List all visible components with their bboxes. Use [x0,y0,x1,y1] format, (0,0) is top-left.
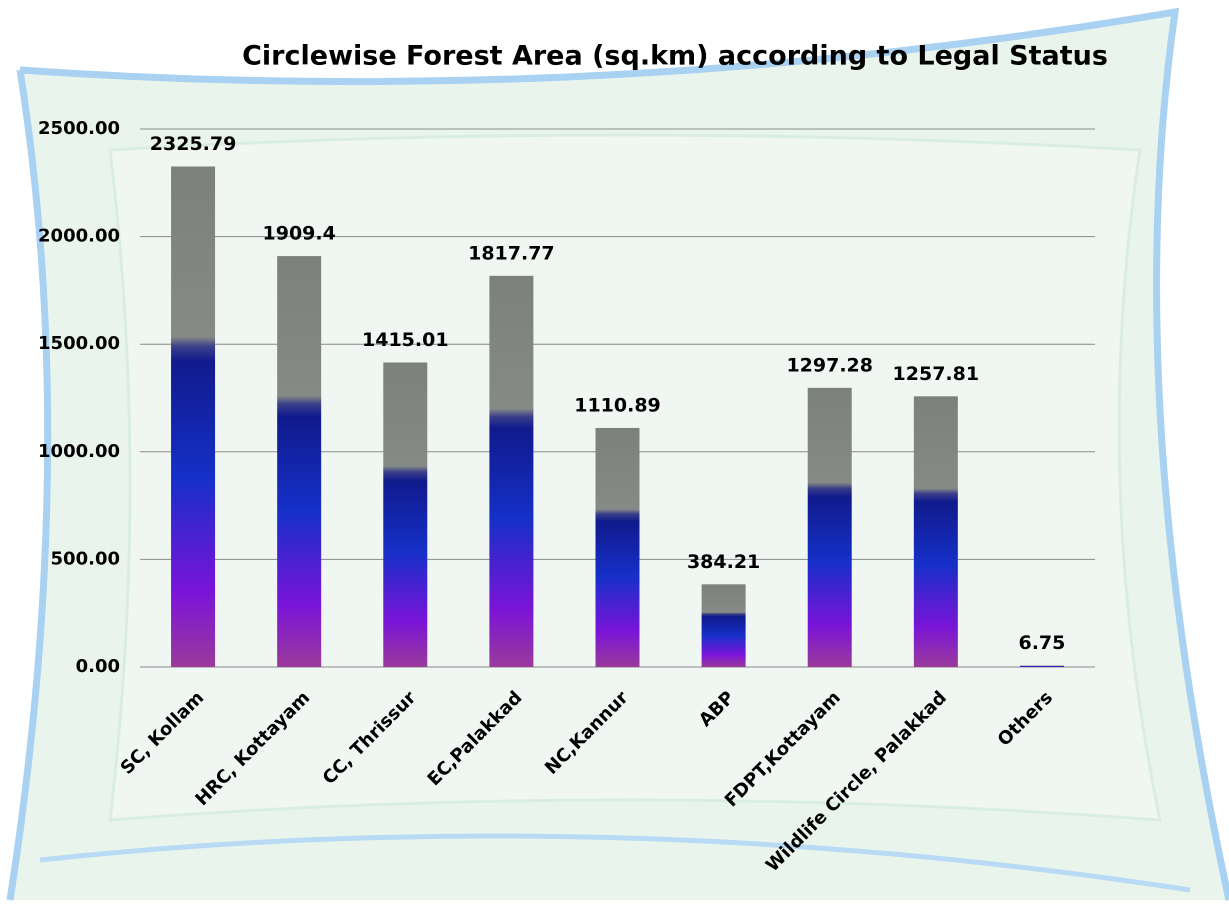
bar [807,387,852,667]
data-label: 1257.81 [893,363,980,385]
bar [1019,665,1064,667]
bar [383,362,428,667]
data-label: 1297.28 [786,354,873,376]
bar [701,584,746,667]
bar [277,256,322,667]
chart-title: Circlewise Forest Area (sq.km) according… [242,41,1108,72]
data-label: 1110.89 [574,394,661,416]
bar [489,275,534,667]
y-tick-label: 1000.00 [38,441,120,462]
y-tick-label: 2500.00 [38,118,120,139]
data-label: 1817.77 [468,242,555,264]
y-tick-label: 0.00 [76,656,120,677]
bar [595,427,640,667]
data-label: 6.75 [1018,632,1065,654]
y-tick-label: 500.00 [51,548,120,569]
data-label: 1415.01 [362,329,449,351]
data-label: 384.21 [687,551,760,573]
data-label: 1909.4 [263,223,336,245]
bar [171,166,216,667]
y-tick-label: 1500.00 [38,333,120,354]
bar [913,396,958,667]
data-label: 2325.79 [150,133,237,155]
y-tick-label: 2000.00 [38,226,120,247]
